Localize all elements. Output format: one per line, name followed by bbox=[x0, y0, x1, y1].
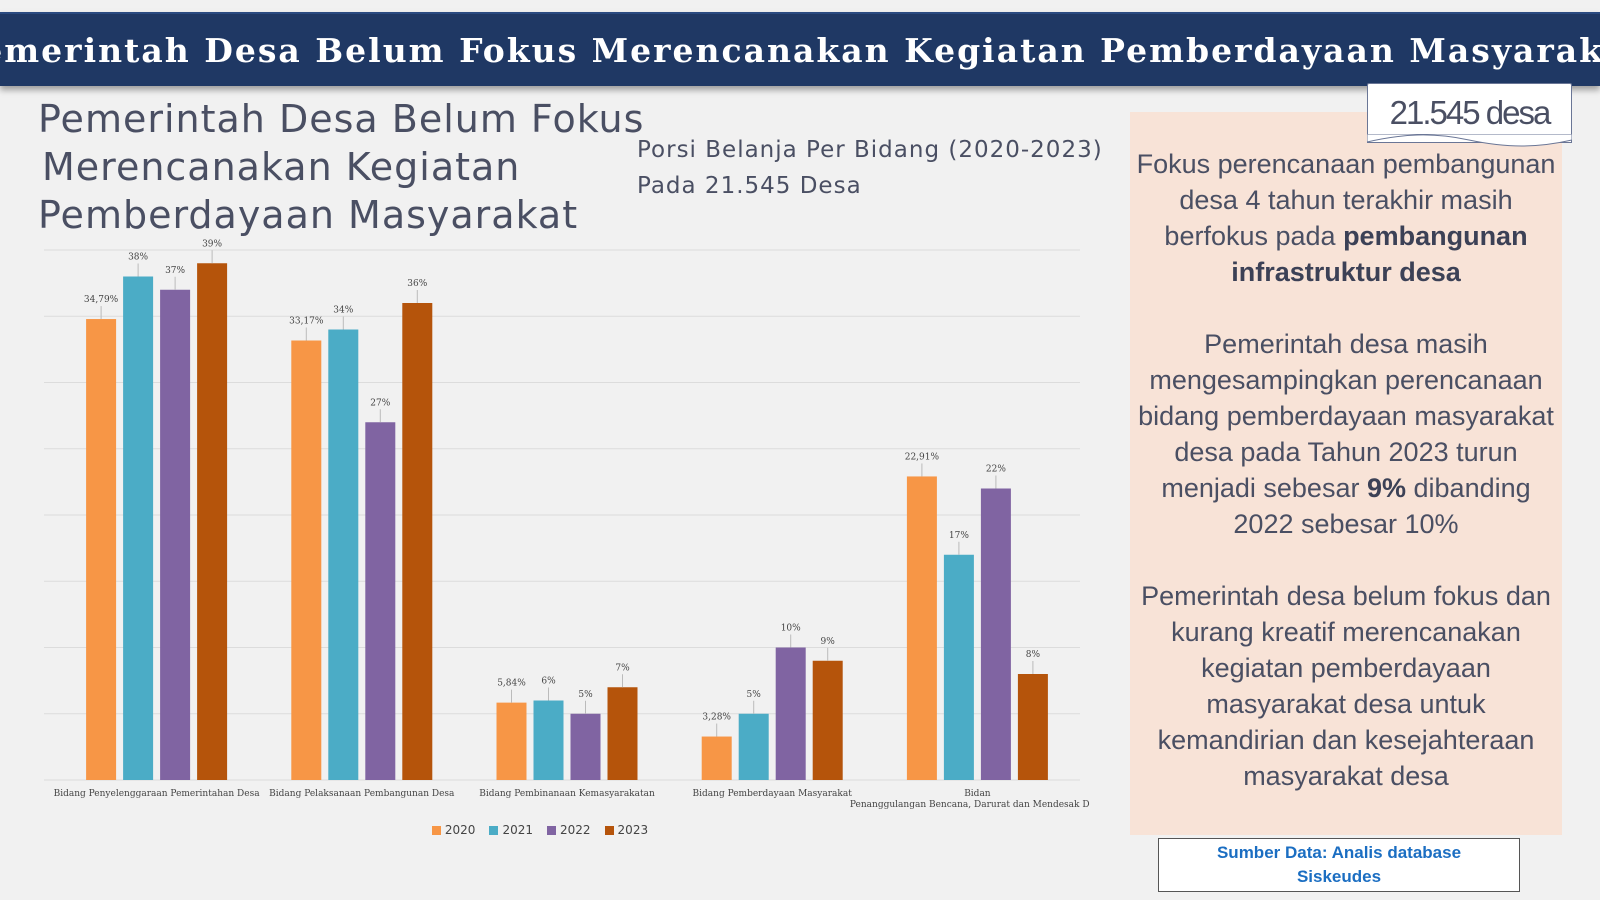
badge-wave-edge bbox=[1367, 134, 1572, 147]
bar-2022 bbox=[570, 713, 601, 780]
category-label: Bidang Pembinanaan Kemasyarakatan bbox=[479, 789, 655, 799]
side-paragraph-2-bold: 9% bbox=[1366, 473, 1407, 503]
category-label: Bidang Pemberdayaan Masyarakat bbox=[693, 789, 853, 799]
data-label: 3,28% bbox=[702, 713, 731, 723]
data-label: 22,91% bbox=[905, 452, 940, 462]
bar-2020 bbox=[496, 702, 527, 780]
data-label: 5,84% bbox=[497, 679, 526, 689]
legend-item-2022: 2022 bbox=[547, 823, 591, 837]
data-label: 5% bbox=[578, 690, 593, 700]
bar-2022 bbox=[980, 488, 1011, 780]
bar-2022 bbox=[160, 289, 191, 780]
legend-item-2020: 2020 bbox=[431, 823, 476, 837]
legend-swatch bbox=[431, 825, 441, 835]
data-label: 10% bbox=[781, 624, 801, 634]
legend-item-2023: 2023 bbox=[604, 823, 649, 837]
data-label: 5% bbox=[747, 690, 762, 700]
header-title: Pemerintah Desa Belum Fokus Merencanakan… bbox=[0, 30, 1600, 70]
bar-2020 bbox=[701, 736, 732, 780]
data-label: 8% bbox=[1026, 650, 1041, 660]
data-label: 34% bbox=[333, 306, 353, 316]
bar-2021 bbox=[533, 700, 564, 780]
bar-2023 bbox=[1017, 674, 1048, 780]
bar-chart: 34,79% 38% 37% 39% Bidang Penyelenggaraan Pe… bbox=[44, 239, 1090, 810]
slide-title-line-1: Pemerintah Desa Belum Fokus bbox=[38, 97, 645, 141]
village-count-badge-text: 21.545 desa bbox=[1389, 94, 1552, 131]
source-box: Sumber Data: Analis database Siskeudes bbox=[1158, 838, 1520, 892]
side-paragraph-2-tail: dibanding 2022 sebesar 10% bbox=[1233, 473, 1531, 539]
bar-2023 bbox=[197, 263, 228, 780]
data-label: 38% bbox=[128, 253, 148, 263]
data-label: 33,17% bbox=[289, 316, 324, 326]
source-line-2: Siskeudes bbox=[1296, 867, 1382, 886]
slide-title-line-2: Merencanakan Kegiatan bbox=[42, 145, 521, 189]
bar-2021 bbox=[738, 713, 769, 780]
side-paragraph-3-text: Pemerintah desa belum fokus dan kurang k… bbox=[1141, 581, 1551, 791]
bar-2021 bbox=[943, 554, 974, 780]
data-label: 17% bbox=[949, 531, 969, 541]
side-panel-text: Fokus perencanaan pembangunan desa 4 tah… bbox=[1130, 146, 1562, 830]
legend-label: 2023 bbox=[617, 823, 649, 837]
category-label: Bidang Penyelenggaraan Pemerintahan Desa bbox=[54, 789, 261, 799]
side-paragraph-3: Pemerintah desa belum fokus dan kurang k… bbox=[1130, 578, 1562, 794]
category-label: Penanggulangan Bencana, Darurat dan Mend… bbox=[850, 800, 1090, 810]
slide-title-line-3: Pemberdayaan Masyarakat bbox=[38, 193, 579, 237]
source-line-1: Sumber Data: Analis database bbox=[1216, 843, 1462, 862]
bar-2022 bbox=[775, 647, 806, 780]
category-label: Bidang Pelaksanaan Pembangunan Desa bbox=[269, 789, 455, 799]
data-label: 22% bbox=[986, 465, 1006, 475]
bar-2021 bbox=[328, 329, 359, 780]
bar-2022 bbox=[365, 422, 396, 780]
side-paragraph-2-text: Pemerintah desa masih mengesampingkan pe… bbox=[1138, 329, 1554, 503]
legend-swatch bbox=[547, 825, 556, 835]
side-paragraph-1-text: Fokus perencanaan pembangunan desa 4 tah… bbox=[1136, 149, 1556, 251]
data-label: 37% bbox=[165, 266, 185, 276]
bar-2023 bbox=[812, 660, 843, 780]
village-count-badge: 21.545 desa bbox=[1367, 83, 1572, 143]
bar-2020 bbox=[291, 340, 322, 780]
side-paragraph-1: Fokus perencanaan pembangunan desa 4 tah… bbox=[1130, 146, 1562, 290]
data-label: 36% bbox=[407, 279, 427, 289]
header-banner: Pemerintah Desa Belum Fokus Merencanakan… bbox=[0, 12, 1600, 86]
legend-swatch bbox=[604, 825, 614, 835]
category-label: Bidan bbox=[964, 789, 991, 799]
legend-item-2021: 2021 bbox=[489, 823, 533, 837]
side-paragraph-1-bold: pembangunan infrastruktur desa bbox=[1231, 221, 1528, 287]
side-panel bbox=[1130, 112, 1562, 835]
legend-label: 2020 bbox=[444, 823, 476, 837]
data-label: 27% bbox=[370, 398, 390, 408]
legend-label: 2021 bbox=[502, 823, 533, 837]
data-label: 34,79% bbox=[84, 295, 119, 305]
bar-2020 bbox=[906, 476, 937, 780]
data-label: 9% bbox=[821, 637, 836, 647]
bar-2023 bbox=[402, 303, 433, 780]
legend-swatch bbox=[489, 825, 499, 835]
chart-legend: 2020 2021 2022 2023 bbox=[0, 823, 1080, 837]
chart-subtitle-line-2: Pada 21.545 Desa bbox=[637, 173, 862, 199]
data-label: 6% bbox=[541, 677, 556, 687]
bar-2021 bbox=[123, 276, 154, 780]
chart-subtitle-line-1: Porsi Belanja Per Bidang (2020-2023) bbox=[637, 137, 1103, 163]
data-label: 39% bbox=[202, 239, 222, 249]
side-paragraph-2: Pemerintah desa masih mengesampingkan pe… bbox=[1130, 326, 1562, 542]
data-label: 7% bbox=[615, 663, 630, 673]
bar-2023 bbox=[607, 687, 638, 780]
legend-label: 2022 bbox=[560, 823, 591, 837]
slide-title: Pemerintah Desa Belum Fokus Merencanakan… bbox=[38, 95, 645, 239]
bar-2020 bbox=[86, 319, 117, 780]
chart-subtitle: Porsi Belanja Per Bidang (2020-2023) Pad… bbox=[637, 132, 1103, 204]
